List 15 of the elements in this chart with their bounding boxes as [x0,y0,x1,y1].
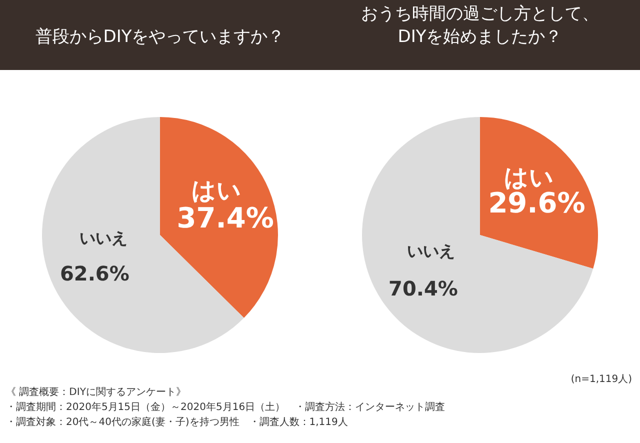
text: (n=1,119人) [570,373,632,387]
chart-title: おうち時間の過ごし方として、 DIYを始めましたか？ [361,4,599,47]
pie-slice [480,117,598,269]
slice-label: はい [192,176,242,204]
pie-slice [362,117,594,353]
slice-label: いいえ [79,228,128,248]
data-label: 62.6% [60,261,130,286]
chart-title: 普段からDIYをやっていますか？ [35,27,285,47]
pie-slice [160,117,278,318]
data-label: 37.4% [176,202,274,235]
data-label: 70.4% [388,276,458,300]
text: ・調査期間：2020年5月15日（金）～2020年5月16日（土） ・調査方法：インターネット調査 [6,400,446,415]
text: ・調査対象：20代～40代の家庭(妻・子)を持つ男性 ・調査人数：1,119人 [6,416,349,430]
text: 《 調査概要：DIYに関するアンケート》 [6,386,187,400]
slice-label: いいえ [406,242,455,261]
